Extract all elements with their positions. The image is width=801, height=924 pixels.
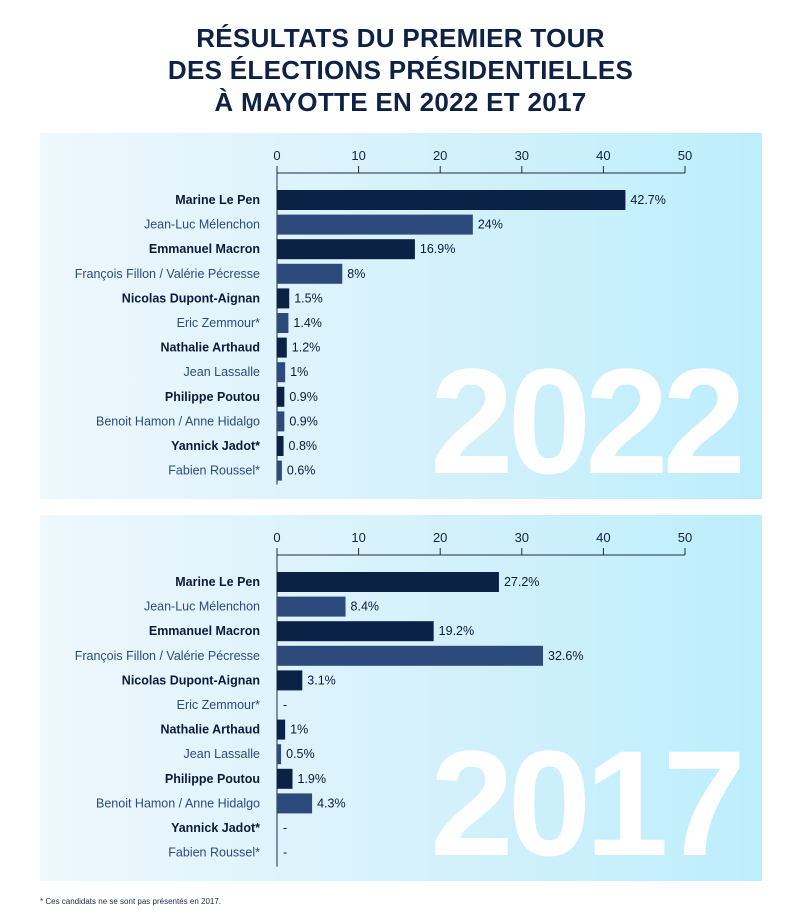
category-label: Fabien Roussel* (168, 464, 260, 478)
data-label: 0.6% (287, 464, 316, 478)
title-line-1: RÉSULTATS DU PREMIER TOUR (196, 23, 605, 53)
data-label: 4.3% (317, 796, 346, 810)
data-label: 1.9% (298, 772, 327, 786)
bar (277, 313, 289, 333)
category-label: Fabien Roussel* (168, 846, 260, 860)
category-label: François Fillon / Valérie Pécresse (75, 267, 260, 281)
data-label: 1% (290, 365, 308, 379)
category-label: Marine Le Pen (175, 193, 260, 207)
x-tick-label: 10 (351, 148, 365, 163)
category-label: Eric Zemmour* (177, 698, 260, 712)
data-label: 1.5% (294, 291, 323, 305)
category-label: Nathalie Arthaud (160, 723, 260, 737)
bar (277, 621, 434, 642)
data-label: 1% (290, 723, 308, 737)
bar (277, 719, 286, 740)
x-tick-label: 30 (515, 148, 529, 163)
category-label: Marine Le Pen (175, 575, 260, 589)
category-label: François Fillon / Valérie Pécresse (75, 649, 260, 663)
category-label: Jean-Luc Mélenchon (144, 218, 260, 232)
x-tick-label: 0 (273, 530, 280, 545)
bar (277, 596, 346, 617)
category-label: Philippe Poutou (165, 390, 260, 404)
category-label: Philippe Poutou (165, 772, 260, 786)
bar (277, 768, 293, 789)
category-label: Nicolas Dupont-Aignan (122, 291, 260, 305)
x-tick-label: 50 (678, 530, 692, 545)
category-label: Nathalie Arthaud (160, 341, 260, 355)
category-label: Jean Lassalle (184, 747, 260, 761)
data-label: 19.2% (439, 624, 474, 638)
x-tick-label: 40 (596, 530, 610, 545)
category-label: Emmanuel Macron (149, 242, 260, 256)
bar (277, 263, 343, 284)
bar (277, 362, 286, 383)
chart-panel-2017: 2017 0 10 20 30 40 50 Marine Le Pen 27.2% Jean-Lu… (40, 515, 762, 881)
bar (277, 744, 282, 765)
data-label: 8.4% (351, 600, 380, 614)
x-tick-label: 20 (433, 530, 447, 545)
data-label: 0.5% (286, 747, 315, 761)
bar (277, 436, 284, 456)
data-label: 0.8% (289, 439, 318, 453)
data-label: 42.7% (630, 193, 665, 207)
x-tick-label: 10 (351, 530, 365, 545)
data-label: - (283, 698, 287, 712)
bar (277, 645, 544, 666)
x-tick-label: 20 (433, 148, 447, 163)
data-label: 32.6% (548, 649, 583, 663)
bar (277, 460, 282, 481)
bar (277, 411, 285, 432)
data-label: 1.2% (292, 341, 321, 355)
category-label: Eric Zemmour* (177, 316, 260, 330)
category-label: Yannick Jadot* (171, 821, 260, 835)
bar (277, 190, 626, 210)
category-label: Jean-Luc Mélenchon (144, 600, 260, 614)
category-label: Emmanuel Macron (149, 624, 260, 638)
x-tick-label: 50 (678, 148, 692, 163)
title-line-2: DES ÉLECTIONS PRÉSIDENTIELLES (167, 55, 634, 85)
bar (277, 288, 290, 309)
bar-chart-2017: 2017 0 10 20 30 40 50 Marine Le Pen 27.2% Jean-Lu… (75, 530, 746, 881)
x-tick-label: 40 (596, 148, 610, 163)
data-label: 16.9% (420, 242, 455, 256)
bar (277, 670, 303, 691)
data-label: 8% (347, 267, 365, 281)
bar (277, 239, 415, 260)
data-label: 27.2% (504, 575, 539, 589)
data-label: 24% (478, 218, 503, 232)
category-label: Yannick Jadot* (171, 439, 260, 453)
year-watermark-2022: 2022 (430, 337, 740, 499)
bar-chart-2022: 2022 0 10 20 30 40 50 Marine Le Pen 42.7% Jean-Lu… (75, 148, 747, 499)
data-label: - (283, 821, 287, 835)
bar (277, 214, 473, 235)
footnote: * Ces candidats ne se sont pas présentés… (40, 897, 222, 906)
bar (277, 572, 499, 592)
bar (277, 793, 313, 814)
x-tick-label: 0 (273, 148, 280, 163)
category-label: Benoit Hamon / Anne Hidalgo (96, 414, 260, 428)
title-line-3: À MAYOTTE EN 2022 ET 2017 (214, 87, 587, 117)
data-label: 0.9% (289, 414, 318, 428)
category-label: Jean Lassalle (184, 365, 260, 379)
data-label: 0.9% (289, 390, 318, 404)
x-tick-label: 30 (515, 530, 529, 545)
bar (277, 386, 285, 407)
bar (277, 337, 287, 358)
data-label: 1.4% (293, 316, 322, 330)
data-label: - (283, 846, 287, 860)
chart-title: RÉSULTATS DU PREMIER TOUR DES ÉLECTIONS … (0, 22, 801, 118)
data-label: 3.1% (307, 673, 336, 687)
category-label: Benoit Hamon / Anne Hidalgo (96, 796, 260, 810)
category-label: Nicolas Dupont-Aignan (122, 673, 260, 687)
year-watermark-2017: 2017 (430, 719, 740, 881)
chart-panel-2022: 2022 0 10 20 30 40 50 Marine Le Pen 42.7% Jean-Lu… (40, 133, 762, 499)
